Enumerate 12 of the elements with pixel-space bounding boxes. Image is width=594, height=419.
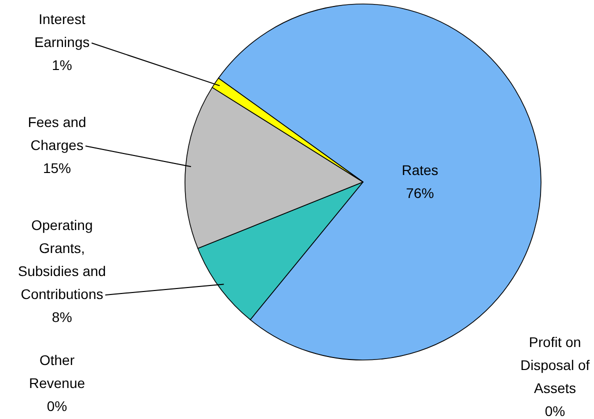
text: 0% [46, 398, 68, 414]
slice-label: Fees and Charges [28, 114, 86, 153]
slice-label: Operating Grants, Subsidies and Contributions [18, 217, 106, 302]
category-label: Other Revenue [28, 352, 86, 391]
data-label: 1% [52, 57, 72, 73]
category-label: Profit on Disposal of Assets [520, 334, 590, 396]
data-label: 76% [406, 185, 434, 201]
slice-label: Interest Earnings [34, 11, 90, 50]
slice-label: Rates [402, 162, 438, 178]
text: 0% [544, 403, 566, 419]
data-label: 8% [52, 309, 72, 325]
data-label: 15% [42, 160, 72, 176]
